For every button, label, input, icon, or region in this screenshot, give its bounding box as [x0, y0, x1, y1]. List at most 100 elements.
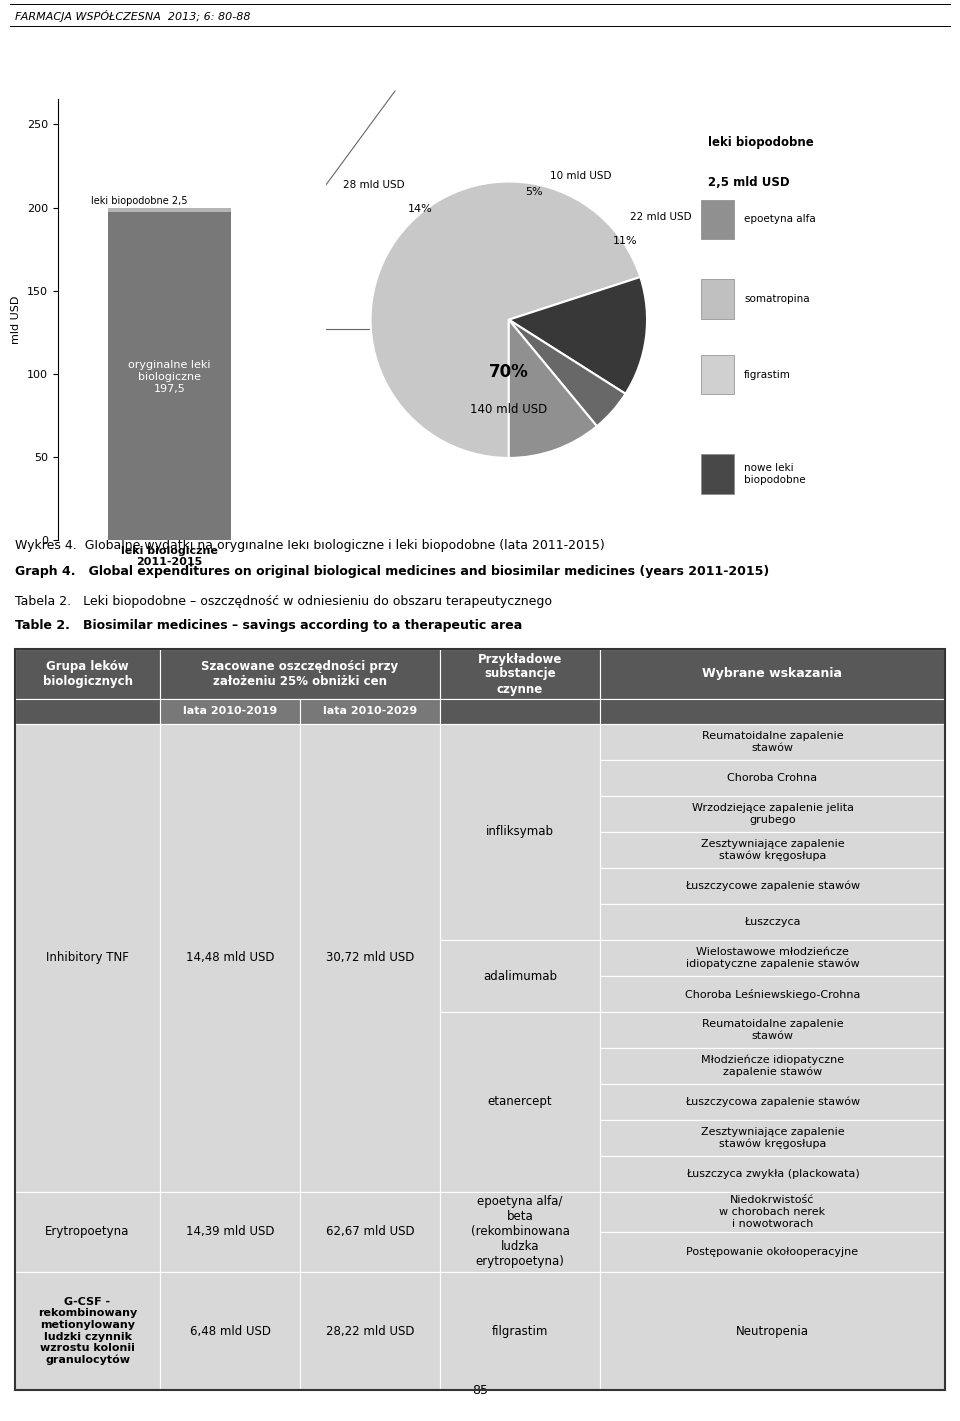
- Text: Grupa leków
biologicznych: Grupa leków biologicznych: [42, 659, 132, 688]
- Bar: [600, 1049, 945, 1084]
- Bar: [300, 1272, 440, 1390]
- Text: 70%: 70%: [489, 364, 529, 381]
- Text: 22 mld USD: 22 mld USD: [631, 212, 692, 222]
- Bar: [160, 725, 300, 1192]
- Text: Łuszczycowe zapalenie stawów: Łuszczycowe zapalenie stawów: [684, 881, 860, 891]
- Text: Zesztywniające zapalenie
stawów kręgosłupa: Zesztywniające zapalenie stawów kręgosłu…: [701, 838, 844, 861]
- Bar: [160, 699, 300, 725]
- Bar: [701, 199, 734, 239]
- Text: Łuszczyca: Łuszczyca: [744, 917, 801, 926]
- Text: somatropina: somatropina: [744, 294, 809, 304]
- Text: adalimumab: adalimumab: [483, 969, 557, 982]
- Text: Przykładowe
substancje
czynne: Przykładowe substancje czynne: [478, 652, 563, 695]
- Text: 5%: 5%: [525, 188, 543, 198]
- Bar: [440, 725, 600, 941]
- Text: Erytropoetyna: Erytropoetyna: [45, 1225, 130, 1239]
- Bar: [600, 760, 945, 796]
- Text: G-CSF -
rekombinowany
metionylowany
ludzki czynnik
wzrostu kolonii
granulocytów: G-CSF - rekombinowany metionylowany ludz…: [37, 1297, 137, 1366]
- Text: Postępowanie okołooperacyjne: Postępowanie okołooperacyjne: [686, 1248, 858, 1258]
- Bar: [600, 833, 945, 868]
- Bar: [600, 1120, 945, 1157]
- Text: lata 2010-2019: lata 2010-2019: [182, 706, 277, 716]
- Text: 2,5 mld USD: 2,5 mld USD: [708, 176, 790, 189]
- Bar: [15, 1272, 160, 1390]
- Bar: [440, 1012, 600, 1192]
- Wedge shape: [509, 320, 626, 426]
- Text: 14,39 mld USD: 14,39 mld USD: [185, 1225, 275, 1239]
- Bar: [300, 699, 440, 725]
- Y-axis label: mld USD: mld USD: [12, 296, 21, 344]
- Bar: [440, 699, 600, 725]
- Text: 10 mld USD: 10 mld USD: [550, 171, 612, 180]
- Bar: [440, 649, 600, 699]
- Text: nowe leki
biopodobne: nowe leki biopodobne: [744, 463, 805, 485]
- Text: Zesztywniające zapalenie
stawów kręgosłupa: Zesztywniające zapalenie stawów kręgosłu…: [701, 1127, 844, 1150]
- Bar: [108, 212, 231, 540]
- Text: Wrzodziejące zapalenie jelita
grubego: Wrzodziejące zapalenie jelita grubego: [691, 803, 853, 824]
- Text: Łuszczycowa zapalenie stawów: Łuszczycowa zapalenie stawów: [684, 1097, 860, 1107]
- Bar: [600, 1192, 945, 1232]
- Bar: [440, 1192, 600, 1272]
- Bar: [600, 868, 945, 904]
- Text: epoetyna alfa: epoetyna alfa: [744, 215, 816, 225]
- Text: Wybrane wskazania: Wybrane wskazania: [703, 668, 843, 681]
- Text: 14,48 mld USD: 14,48 mld USD: [185, 952, 275, 965]
- Bar: [600, 976, 945, 1012]
- Text: lata 2010-2029: lata 2010-2029: [323, 706, 418, 716]
- Bar: [440, 1272, 600, 1390]
- Bar: [600, 1272, 945, 1390]
- Text: Choroba Leśniewskiego-Crohna: Choroba Leśniewskiego-Crohna: [684, 989, 860, 999]
- Text: leki biopodobne: leki biopodobne: [708, 136, 814, 149]
- Bar: [600, 1157, 945, 1192]
- Bar: [15, 725, 160, 1192]
- Text: epoetyna alfa/
beta
(rekombinowana
ludzka
erytropoetyna): epoetyna alfa/ beta (rekombinowana ludzk…: [470, 1195, 569, 1269]
- Text: Graph 4.   Global expenditures on original biological medicines and biosimilar m: Graph 4. Global expenditures on original…: [15, 564, 769, 577]
- Wedge shape: [509, 320, 597, 458]
- Text: etanercept: etanercept: [488, 1096, 552, 1108]
- Text: figrastim: figrastim: [744, 369, 791, 379]
- Text: 140 mld USD: 140 mld USD: [470, 404, 547, 416]
- Text: Wykres 4.  Globalne wydatki na oryginalne leki biologiczne i leki biopodobne (la: Wykres 4. Globalne wydatki na oryginalne…: [15, 540, 605, 553]
- Bar: [108, 207, 231, 212]
- Text: filgrastim: filgrastim: [492, 1324, 548, 1337]
- Bar: [160, 649, 440, 699]
- Bar: [600, 1232, 945, 1272]
- Text: Table 2.   Biosimilar medicines – savings according to a therapeutic area: Table 2. Biosimilar medicines – savings …: [15, 620, 522, 632]
- Text: Reumatoidalne zapalenie
stawów: Reumatoidalne zapalenie stawów: [702, 732, 843, 753]
- Bar: [600, 1012, 945, 1049]
- Bar: [600, 1084, 945, 1120]
- Bar: [600, 649, 945, 699]
- Bar: [15, 699, 160, 725]
- Bar: [15, 649, 160, 699]
- Text: oryginalne leki
biologiczne
197,5: oryginalne leki biologiczne 197,5: [129, 361, 211, 394]
- Wedge shape: [371, 182, 640, 458]
- Bar: [15, 1192, 160, 1272]
- Bar: [160, 1272, 300, 1390]
- Text: 11%: 11%: [612, 236, 637, 246]
- Bar: [600, 904, 945, 941]
- Bar: [300, 1192, 440, 1272]
- Text: Inhibitory TNF: Inhibitory TNF: [46, 952, 129, 965]
- Text: FARMACJA WSPÓŁCZESNA  2013; 6: 80-88: FARMACJA WSPÓŁCZESNA 2013; 6: 80-88: [15, 10, 251, 21]
- Bar: [600, 725, 945, 760]
- Bar: [701, 355, 734, 395]
- Text: Wielostawowe młodzieńcze
idiopatyczne zapalenie stawów: Wielostawowe młodzieńcze idiopatyczne za…: [685, 946, 859, 969]
- Text: 85: 85: [472, 1384, 488, 1397]
- Bar: [701, 455, 734, 495]
- Text: infliksymab: infliksymab: [486, 826, 554, 838]
- Bar: [15, 649, 945, 1390]
- Bar: [600, 796, 945, 833]
- Text: 62,67 mld USD: 62,67 mld USD: [325, 1225, 415, 1239]
- Text: Neutropenia: Neutropenia: [736, 1324, 809, 1337]
- Text: 28 mld USD: 28 mld USD: [344, 180, 405, 190]
- Bar: [160, 1192, 300, 1272]
- Text: Niedokrwistość
w chorobach nerek
i nowotworach: Niedokrwistość w chorobach nerek i nowot…: [719, 1195, 826, 1229]
- Text: Młodzieńcze idiopatyczne
zapalenie stawów: Młodzieńcze idiopatyczne zapalenie stawó…: [701, 1054, 844, 1077]
- Text: Szacowane oszczędności przy
założeniu 25% obniżki cen: Szacowane oszczędności przy założeniu 25…: [202, 659, 398, 688]
- Text: 14%: 14%: [408, 203, 433, 215]
- Text: Tabela 2.   Leki biopodobne – oszczędność w odniesieniu do obszaru terapeutyczne: Tabela 2. Leki biopodobne – oszczędność …: [15, 594, 552, 608]
- Bar: [600, 699, 945, 725]
- Text: 6,48 mld USD: 6,48 mld USD: [189, 1324, 271, 1337]
- Text: leki biopodobne 2,5: leki biopodobne 2,5: [91, 196, 188, 206]
- Bar: [600, 941, 945, 976]
